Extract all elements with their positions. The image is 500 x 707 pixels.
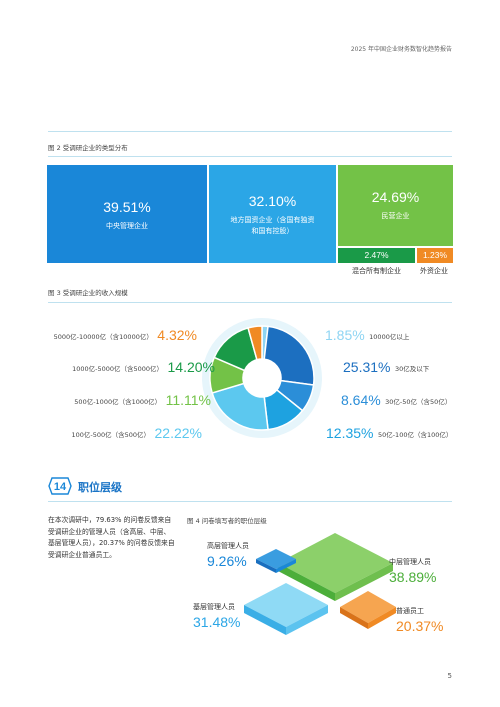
base-manager-percentage: 31.48% bbox=[193, 614, 241, 630]
revenue-item: 100亿-500亿（含500亿） 22.22% bbox=[71, 424, 202, 442]
revenue-item: 5000亿-10000亿（含10000亿） 4.32% bbox=[54, 326, 197, 344]
cell-label: 地方国资企业（含国有独资 和国有控股） bbox=[209, 215, 336, 237]
cell-label: 民营企业 bbox=[381, 212, 410, 220]
donut-hole bbox=[243, 359, 281, 397]
senior-manager-block-side bbox=[256, 559, 276, 573]
cell-percentage: 39.51% bbox=[103, 199, 151, 215]
mid-manager-percentage: 38.89% bbox=[389, 569, 437, 585]
revenue-item: 12.35% 50亿-100亿（含100亿） bbox=[326, 424, 452, 442]
revenue-percentage: 25.31% bbox=[343, 358, 391, 375]
company-type-treemap: 39.51% 中央管理企业 32.10% 地方国资企业（含国有独资 和国有控股）… bbox=[47, 165, 453, 277]
revenue-item: 1000亿-5000亿（含5000亿） 14.20% bbox=[72, 358, 215, 376]
revenue-item: 1.85% 10000亿以上 bbox=[325, 326, 409, 344]
revenue-label: 50亿-100亿（含100亿） bbox=[377, 431, 453, 439]
revenue-label: 1000亿-5000亿（含5000亿） bbox=[72, 365, 164, 373]
treemap-cell-foreign: 1.23% bbox=[417, 248, 453, 263]
divider bbox=[48, 302, 452, 303]
job-level-isometric-chart bbox=[244, 533, 396, 635]
revenue-percentage: 22.22% bbox=[154, 424, 202, 441]
treemap-cell-mixed: 2.47% bbox=[338, 248, 415, 263]
revenue-label: 10000亿以上 bbox=[369, 333, 410, 341]
cell-percentage: 32.10% bbox=[248, 193, 297, 209]
divider bbox=[48, 131, 452, 132]
revenue-percentage: 4.32% bbox=[157, 326, 197, 343]
revenue-percentage: 1.85% bbox=[325, 326, 365, 343]
treemap-cell-local-state: 32.10% 地方国资企业（含国有独资 和国有控股） bbox=[209, 165, 336, 263]
base-manager-block-side bbox=[286, 605, 328, 635]
revenue-donut-chart bbox=[202, 318, 322, 438]
senior-manager-label: 高层管理人员 bbox=[207, 542, 249, 550]
revenue-percentage: 11.11% bbox=[165, 391, 211, 408]
figure2-title: 图 2 受调研企业的类型分布 bbox=[48, 144, 128, 152]
cell-label-line: 和国有控股） bbox=[251, 227, 294, 235]
revenue-label: 30亿及以下 bbox=[394, 365, 430, 373]
employee-label: 普通员工 bbox=[396, 607, 424, 615]
revenue-percentage: 14.20% bbox=[167, 358, 215, 375]
section-number: 14 bbox=[54, 481, 67, 493]
treemap-cell-private: 24.69% 民营企业 bbox=[338, 165, 453, 246]
divider bbox=[48, 156, 452, 157]
cell-label: 中央管理企业 bbox=[106, 222, 148, 230]
employee-percentage: 20.37% bbox=[396, 618, 444, 634]
section-body-text: 在本次调研中，79.63% 的问卷反馈来自受调研企业的管理人员（含高层、中层、基… bbox=[48, 516, 175, 559]
section-number-badge: 14 bbox=[48, 477, 72, 495]
foreign-label: 外资企业 bbox=[420, 267, 448, 275]
figure3-title: 图 3 受调研企业的收入规模 bbox=[48, 289, 128, 297]
figure4-title: 图 4 问卷填写者的职位层级 bbox=[187, 517, 267, 525]
revenue-label: 100亿-500亿（含500亿） bbox=[71, 431, 151, 439]
senior-manager-block-side bbox=[276, 559, 296, 573]
employee-block-top bbox=[340, 591, 396, 623]
cell-label-line: 地方国资企业（含国有独资 bbox=[230, 216, 315, 224]
senior-manager-percentage: 9.26% bbox=[207, 553, 247, 569]
cell-percentage: 24.69% bbox=[371, 189, 420, 205]
divider bbox=[48, 501, 452, 502]
page-number: 5 bbox=[447, 672, 452, 680]
mid-manager-block-side bbox=[278, 563, 335, 601]
section-title: 职位层级 bbox=[78, 481, 122, 494]
mid-manager-block-top bbox=[278, 533, 393, 593]
revenue-label: 5000亿-10000亿（含10000亿） bbox=[53, 333, 153, 341]
treemap-cell-central: 39.51% 中央管理企业 bbox=[47, 165, 207, 263]
base-manager-block-side bbox=[244, 605, 286, 635]
employee-block-side bbox=[340, 607, 368, 629]
revenue-item: 500亿-1000亿（含1000亿） 11.11% bbox=[74, 391, 211, 409]
mid-manager-block-side bbox=[335, 563, 393, 601]
revenue-percentage: 8.64% bbox=[341, 391, 381, 408]
mid-manager-label: 中层管理人员 bbox=[389, 558, 431, 566]
employee-block-side bbox=[368, 607, 396, 629]
mixed-ownership-label: 混合所有制企业 bbox=[352, 267, 401, 275]
base-manager-label: 基层管理人员 bbox=[193, 603, 235, 611]
revenue-percentage: 12.35% bbox=[326, 424, 374, 441]
revenue-label: 500亿-1000亿（含1000亿） bbox=[74, 398, 162, 406]
report-header-title: 2025 年中国企业财务数智化趋势报告 bbox=[350, 46, 452, 53]
revenue-label: 30亿-50亿（含50亿） bbox=[385, 398, 452, 406]
revenue-item: 8.64% 30亿-50亿（含50亿） bbox=[341, 391, 451, 409]
revenue-item: 25.31% 30亿及以下 bbox=[343, 358, 429, 376]
